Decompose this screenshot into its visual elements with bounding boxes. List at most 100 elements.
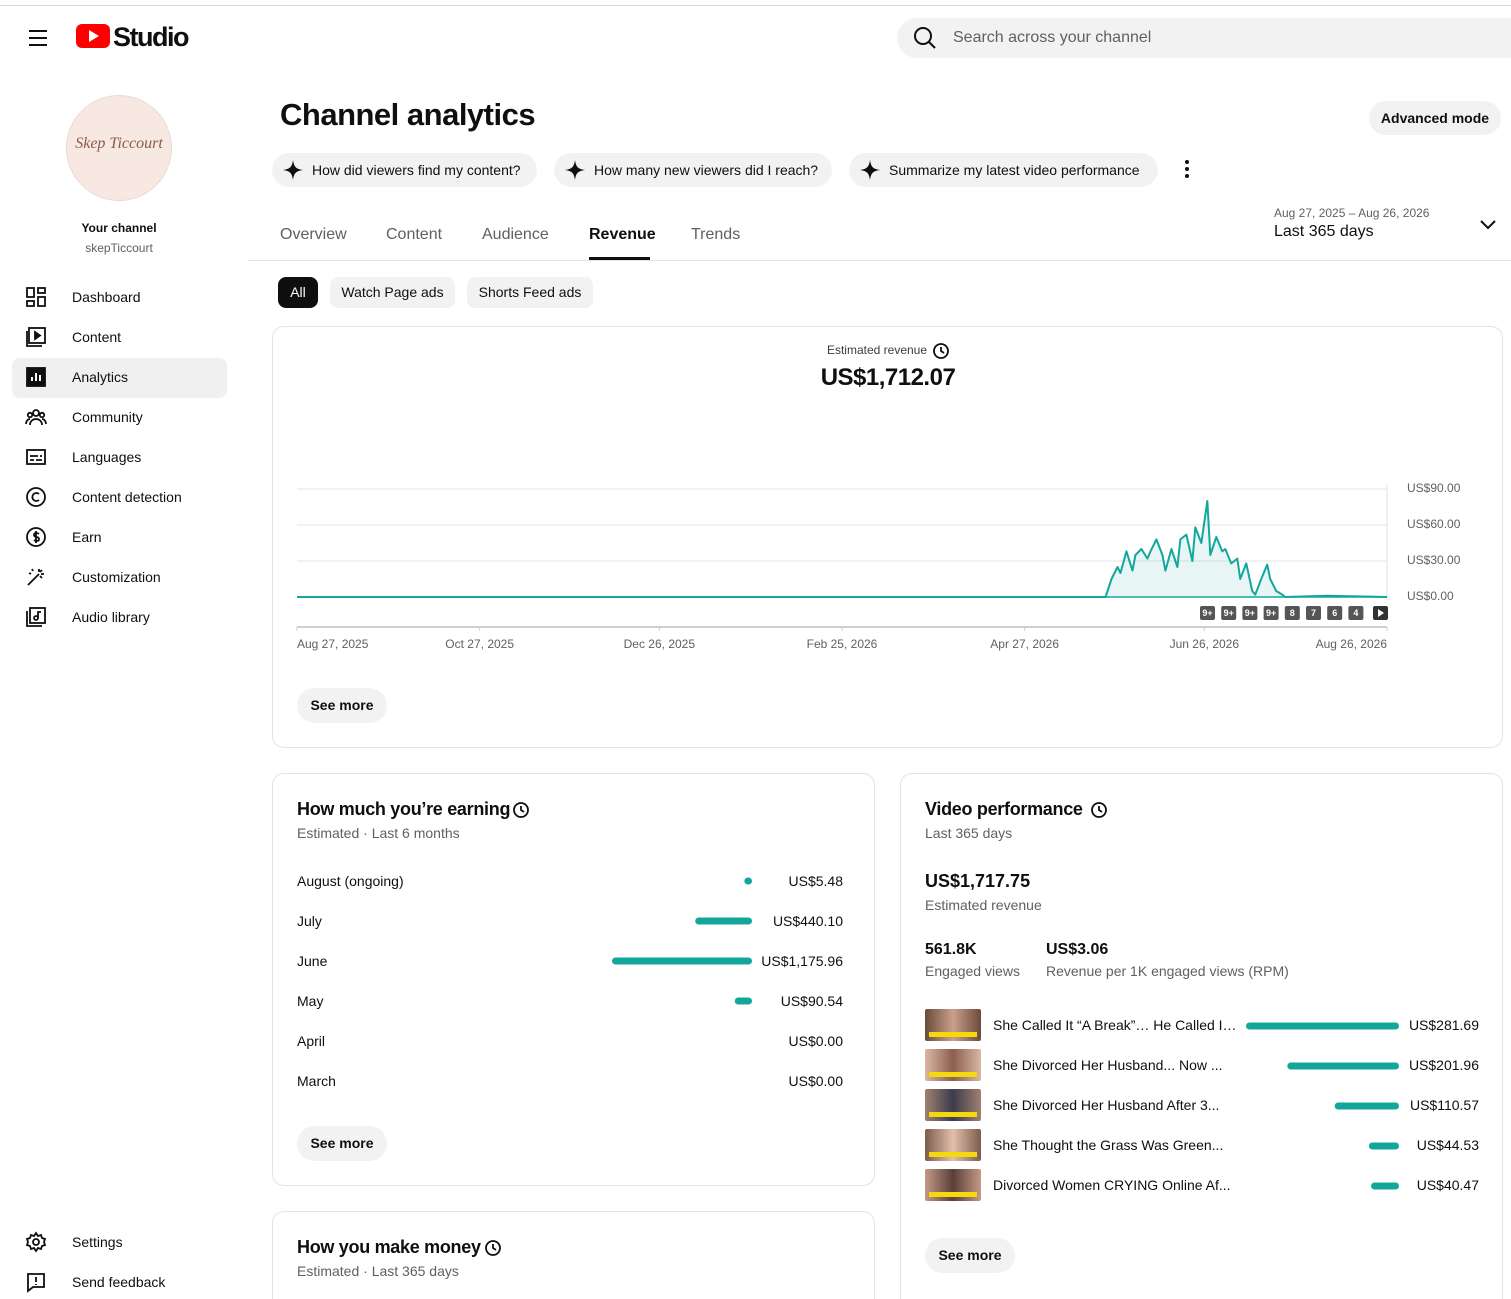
tab[interactable]: Audience: [482, 226, 549, 243]
prompt-text: Summarize my latest video performance: [889, 162, 1140, 178]
menu-button[interactable]: [26, 28, 50, 48]
earning-value: US$1,175.96: [761, 953, 843, 969]
video-total: US$1,717.75: [925, 871, 1031, 891]
nav-icon: [26, 327, 46, 347]
nav-item[interactable]: Analytics: [72, 369, 129, 385]
nav-item[interactable]: Content detection: [72, 489, 182, 505]
video-total-label: Estimated revenue: [925, 897, 1042, 913]
channel-label: Your channel: [81, 221, 157, 235]
money-title: How you make money: [297, 1237, 481, 1257]
nav-icon: [26, 607, 46, 627]
nav-item[interactable]: Settings: [72, 1234, 123, 1250]
nav-icon: [27, 568, 44, 586]
avatar[interactable]: [66, 95, 172, 201]
video-subtitle: Last 365 days: [925, 825, 1013, 841]
filter-chip[interactable]: Shorts Feed ads: [467, 277, 593, 308]
video-thumbnail-caption: [929, 1152, 977, 1157]
earning-value: US$0.00: [788, 1033, 843, 1049]
more-button[interactable]: [1180, 159, 1194, 181]
nav-icon: [26, 449, 46, 465]
prompt-chip[interactable]: [272, 153, 537, 187]
tab[interactable]: Content: [386, 226, 443, 243]
prompt-chip[interactable]: [849, 153, 1158, 187]
earning-title: How much you’re earning: [297, 799, 511, 819]
earning-month: March: [297, 1073, 336, 1089]
video-thumbnail-caption: [929, 1192, 977, 1197]
make-money-card: [272, 1211, 875, 1299]
stat-label: Revenue per 1K engaged views (RPM): [1046, 963, 1289, 979]
video-value: US$40.47: [1416, 1177, 1479, 1193]
avatar-text: Skep Ticcourt: [75, 135, 163, 152]
video-thumbnail-caption: [929, 1072, 977, 1077]
tab-underline: [589, 257, 650, 260]
nav-item[interactable]: Languages: [72, 449, 142, 465]
page-title: Channel analytics: [280, 97, 536, 132]
see-more-button[interactable]: See more: [297, 688, 387, 723]
money-subtitle: Estimated · Last 365 days: [297, 1263, 459, 1279]
earning-month: July: [297, 913, 322, 929]
earning-value: US$0.00: [788, 1073, 843, 1089]
earning-month: April: [297, 1033, 326, 1049]
date-period[interactable]: Last 365 days: [1274, 223, 1374, 240]
stat-label: Engaged views: [925, 963, 1020, 979]
tabs-divider: [248, 260, 1511, 261]
nav-item[interactable]: Content: [72, 329, 122, 345]
nav-active-bg: [12, 358, 227, 398]
video-value: US$281.69: [1408, 1017, 1479, 1033]
video-value: US$201.96: [1408, 1057, 1479, 1073]
stat-value: 561.8K: [925, 941, 977, 958]
video-title[interactable]: Divorced Women CRYING Online Af...: [993, 1177, 1231, 1193]
earning-month: June: [297, 953, 328, 969]
tab[interactable]: Trends: [691, 226, 741, 243]
video-value: US$110.57: [1409, 1097, 1479, 1113]
prompt-chip[interactable]: [554, 153, 832, 187]
video-title[interactable]: She Thought the Grass Was Green...: [993, 1137, 1224, 1153]
earning-subtitle: Estimated · Last 6 months: [297, 825, 460, 841]
video-thumbnail-caption: [929, 1032, 977, 1037]
logo-icon[interactable]: [76, 24, 112, 50]
nav-icon: [26, 287, 46, 307]
nav-icon: [25, 1231, 47, 1253]
video-title[interactable]: She Divorced Her Husband After 3...: [993, 1097, 1220, 1113]
nav-item[interactable]: Audio library: [72, 609, 150, 625]
stat-value: US$3.06: [1046, 941, 1109, 958]
video-thumbnail-caption: [929, 1112, 977, 1117]
earning-value: US$90.54: [780, 993, 843, 1009]
earning-value: US$5.48: [788, 873, 843, 889]
video-title[interactable]: She Called It “A Break”… He Called I…: [993, 1017, 1237, 1033]
nav-item[interactable]: Earn: [72, 529, 102, 545]
date-dropdown[interactable]: [1478, 216, 1498, 234]
chart-title: Estimated revenue: [826, 343, 928, 357]
earning-card: [272, 773, 875, 1186]
see-more-button[interactable]: See more: [297, 1126, 387, 1161]
nav-item[interactable]: Community: [72, 409, 143, 425]
logo-text: Studio: [113, 22, 189, 52]
channel-name: skepTiccourt: [85, 241, 153, 255]
tab[interactable]: Overview: [280, 226, 347, 243]
advanced-mode-button[interactable]: Advanced mode: [1369, 101, 1501, 135]
prompt-text: How did viewers find my content?: [312, 162, 521, 178]
tab[interactable]: Revenue: [589, 226, 656, 243]
nav-icon: [25, 409, 47, 426]
see-more-button[interactable]: See more: [925, 1238, 1015, 1273]
prompt-text: How many new viewers did I reach?: [594, 162, 819, 178]
search-icon: [914, 27, 936, 49]
search-box[interactable]: [897, 18, 1511, 58]
nav-item[interactable]: Send feedback: [72, 1274, 166, 1290]
video-value: US$44.53: [1416, 1137, 1479, 1153]
nav-item[interactable]: Customization: [72, 569, 161, 585]
video-title: Video performance: [925, 799, 1083, 819]
earning-month: August (ongoing): [297, 873, 404, 889]
nav-icon: [26, 487, 46, 507]
filter-chip[interactable]: All: [278, 277, 318, 308]
video-performance-card: [900, 773, 1503, 1299]
nav-item[interactable]: Dashboard: [72, 289, 141, 305]
filter-chip[interactable]: Watch Page ads: [330, 277, 455, 308]
top-border: [0, 5, 1511, 6]
earning-month: May: [297, 993, 324, 1009]
earning-value: US$440.10: [772, 913, 843, 929]
video-title[interactable]: She Divorced Her Husband... Now ...: [993, 1057, 1223, 1073]
date-range: Aug 27, 2025 – Aug 26, 2026: [1274, 206, 1430, 220]
search-placeholder: Search across your channel: [953, 29, 1152, 46]
